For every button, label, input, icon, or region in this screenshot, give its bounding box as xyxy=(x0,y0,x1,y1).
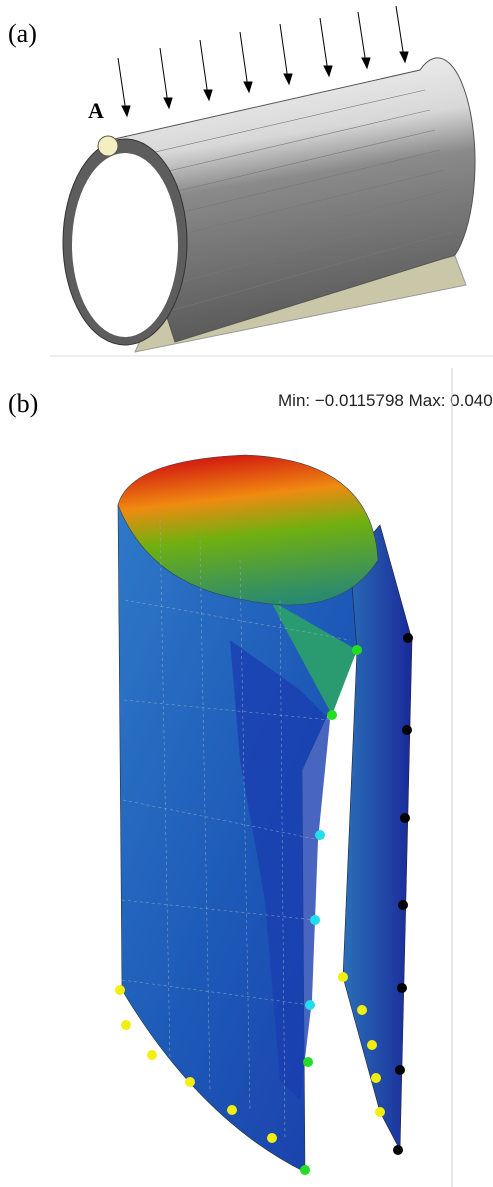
cylinder-bore xyxy=(72,153,178,337)
range-text: Min: −0.0115798 Max: 0.0407131 xyxy=(278,391,493,410)
panel-label: (a) xyxy=(8,19,37,48)
panel-label: (b) xyxy=(8,389,38,418)
panel-b: (b) Min: −0.0115798 Max: 0.0407131 xyxy=(8,368,493,1187)
point-a-marker xyxy=(98,136,118,156)
shell-front xyxy=(118,505,380,1172)
figure: (a) A (b) Min: −0.0115798 Max: 0.0407131 xyxy=(0,0,493,1187)
panel-a: (a) A xyxy=(8,6,493,356)
point-label: A xyxy=(88,98,104,123)
